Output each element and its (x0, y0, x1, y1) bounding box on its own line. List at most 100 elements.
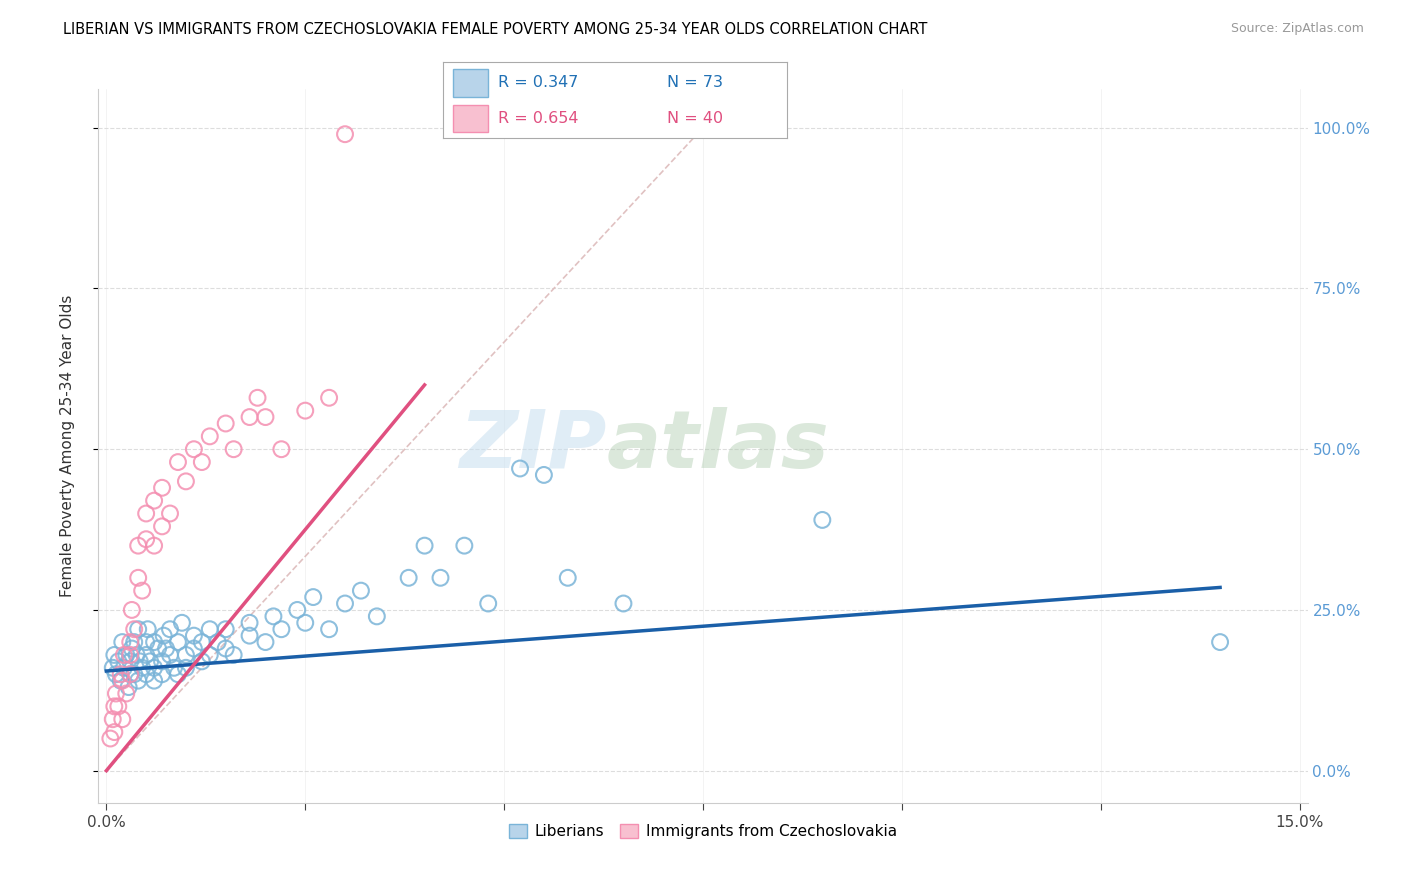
Point (174, 661, 197, 675)
Point (366, 609, 388, 624)
Point (239, 615, 262, 630)
Point (167, 635, 190, 649)
Point (146, 641, 169, 656)
Point (128, 654, 150, 668)
Point (174, 648, 197, 662)
Point (110, 673, 132, 688)
Point (318, 391, 340, 405)
Point (1209, 635, 1232, 649)
Point (112, 648, 135, 662)
Point (143, 539, 166, 553)
Point (183, 442, 205, 457)
Point (254, 635, 277, 649)
Point (254, 410, 277, 425)
Point (143, 635, 166, 649)
Point (127, 673, 149, 688)
Text: LIBERIAN VS IMMIGRANTS FROM CZECHOSLOVAKIA FEMALE POVERTY AMONG 25-34 YEAR OLDS : LIBERIAN VS IMMIGRANTS FROM CZECHOSLOVAK… (63, 22, 928, 37)
Point (112, 661, 135, 675)
Point (127, 539, 149, 553)
Point (135, 635, 157, 649)
Point (239, 410, 262, 425)
Text: N = 73: N = 73 (666, 76, 723, 90)
Point (191, 635, 214, 649)
Point (285, 603, 308, 617)
Point (333, 597, 356, 611)
Point (127, 622, 149, 636)
Point (811, 513, 834, 527)
Point (122, 635, 145, 649)
Point (139, 654, 162, 668)
Text: atlas: atlas (606, 407, 830, 485)
Point (120, 648, 142, 662)
Point (120, 635, 142, 649)
Point (131, 661, 153, 675)
Point (103, 648, 125, 662)
Point (122, 622, 145, 636)
Point (98, 731, 121, 746)
Point (159, 648, 181, 662)
Point (191, 455, 214, 469)
Point (115, 686, 138, 700)
Point (118, 680, 141, 694)
Point (143, 661, 166, 675)
Point (183, 641, 205, 656)
Point (350, 583, 373, 598)
Point (111, 635, 134, 649)
Point (110, 667, 132, 681)
Point (127, 571, 149, 585)
Point (215, 641, 238, 656)
Point (101, 712, 124, 726)
Text: N = 40: N = 40 (666, 111, 723, 126)
Point (429, 571, 451, 585)
Point (101, 661, 124, 675)
Point (477, 597, 499, 611)
Point (111, 712, 134, 726)
Point (509, 461, 531, 475)
FancyBboxPatch shape (453, 70, 488, 96)
Point (294, 403, 316, 417)
Point (131, 583, 153, 598)
Point (152, 629, 174, 643)
Point (398, 571, 420, 585)
Point (150, 667, 173, 681)
Legend: Liberians, Immigrants from Czechoslovakia: Liberians, Immigrants from Czechoslovaki… (503, 818, 903, 845)
Point (413, 539, 436, 553)
Point (104, 667, 127, 681)
Point (215, 622, 238, 636)
Point (198, 622, 221, 636)
Point (191, 654, 214, 668)
Point (107, 699, 129, 714)
Text: R = 0.654: R = 0.654 (498, 111, 578, 126)
Point (111, 673, 134, 688)
Point (120, 667, 142, 681)
Point (159, 507, 181, 521)
Text: Source: ZipAtlas.com: Source: ZipAtlas.com (1230, 22, 1364, 36)
Point (222, 648, 245, 662)
Point (155, 641, 177, 656)
Point (215, 417, 238, 431)
Point (302, 590, 325, 604)
Point (143, 673, 166, 688)
Point (262, 609, 284, 624)
Point (115, 648, 138, 662)
Text: ZIP: ZIP (458, 407, 606, 485)
Text: R = 0.347: R = 0.347 (498, 76, 578, 90)
Point (135, 533, 157, 547)
Point (167, 667, 190, 681)
Point (612, 597, 634, 611)
Point (183, 629, 205, 643)
Point (318, 622, 340, 636)
Point (198, 648, 221, 662)
Point (174, 475, 197, 489)
Point (222, 442, 245, 457)
Point (143, 493, 166, 508)
Point (159, 622, 181, 636)
Point (453, 539, 475, 553)
Point (135, 507, 157, 521)
Point (207, 635, 229, 649)
Point (135, 648, 157, 662)
Point (121, 641, 143, 656)
Point (170, 615, 193, 630)
Point (533, 467, 555, 482)
Point (167, 455, 190, 469)
